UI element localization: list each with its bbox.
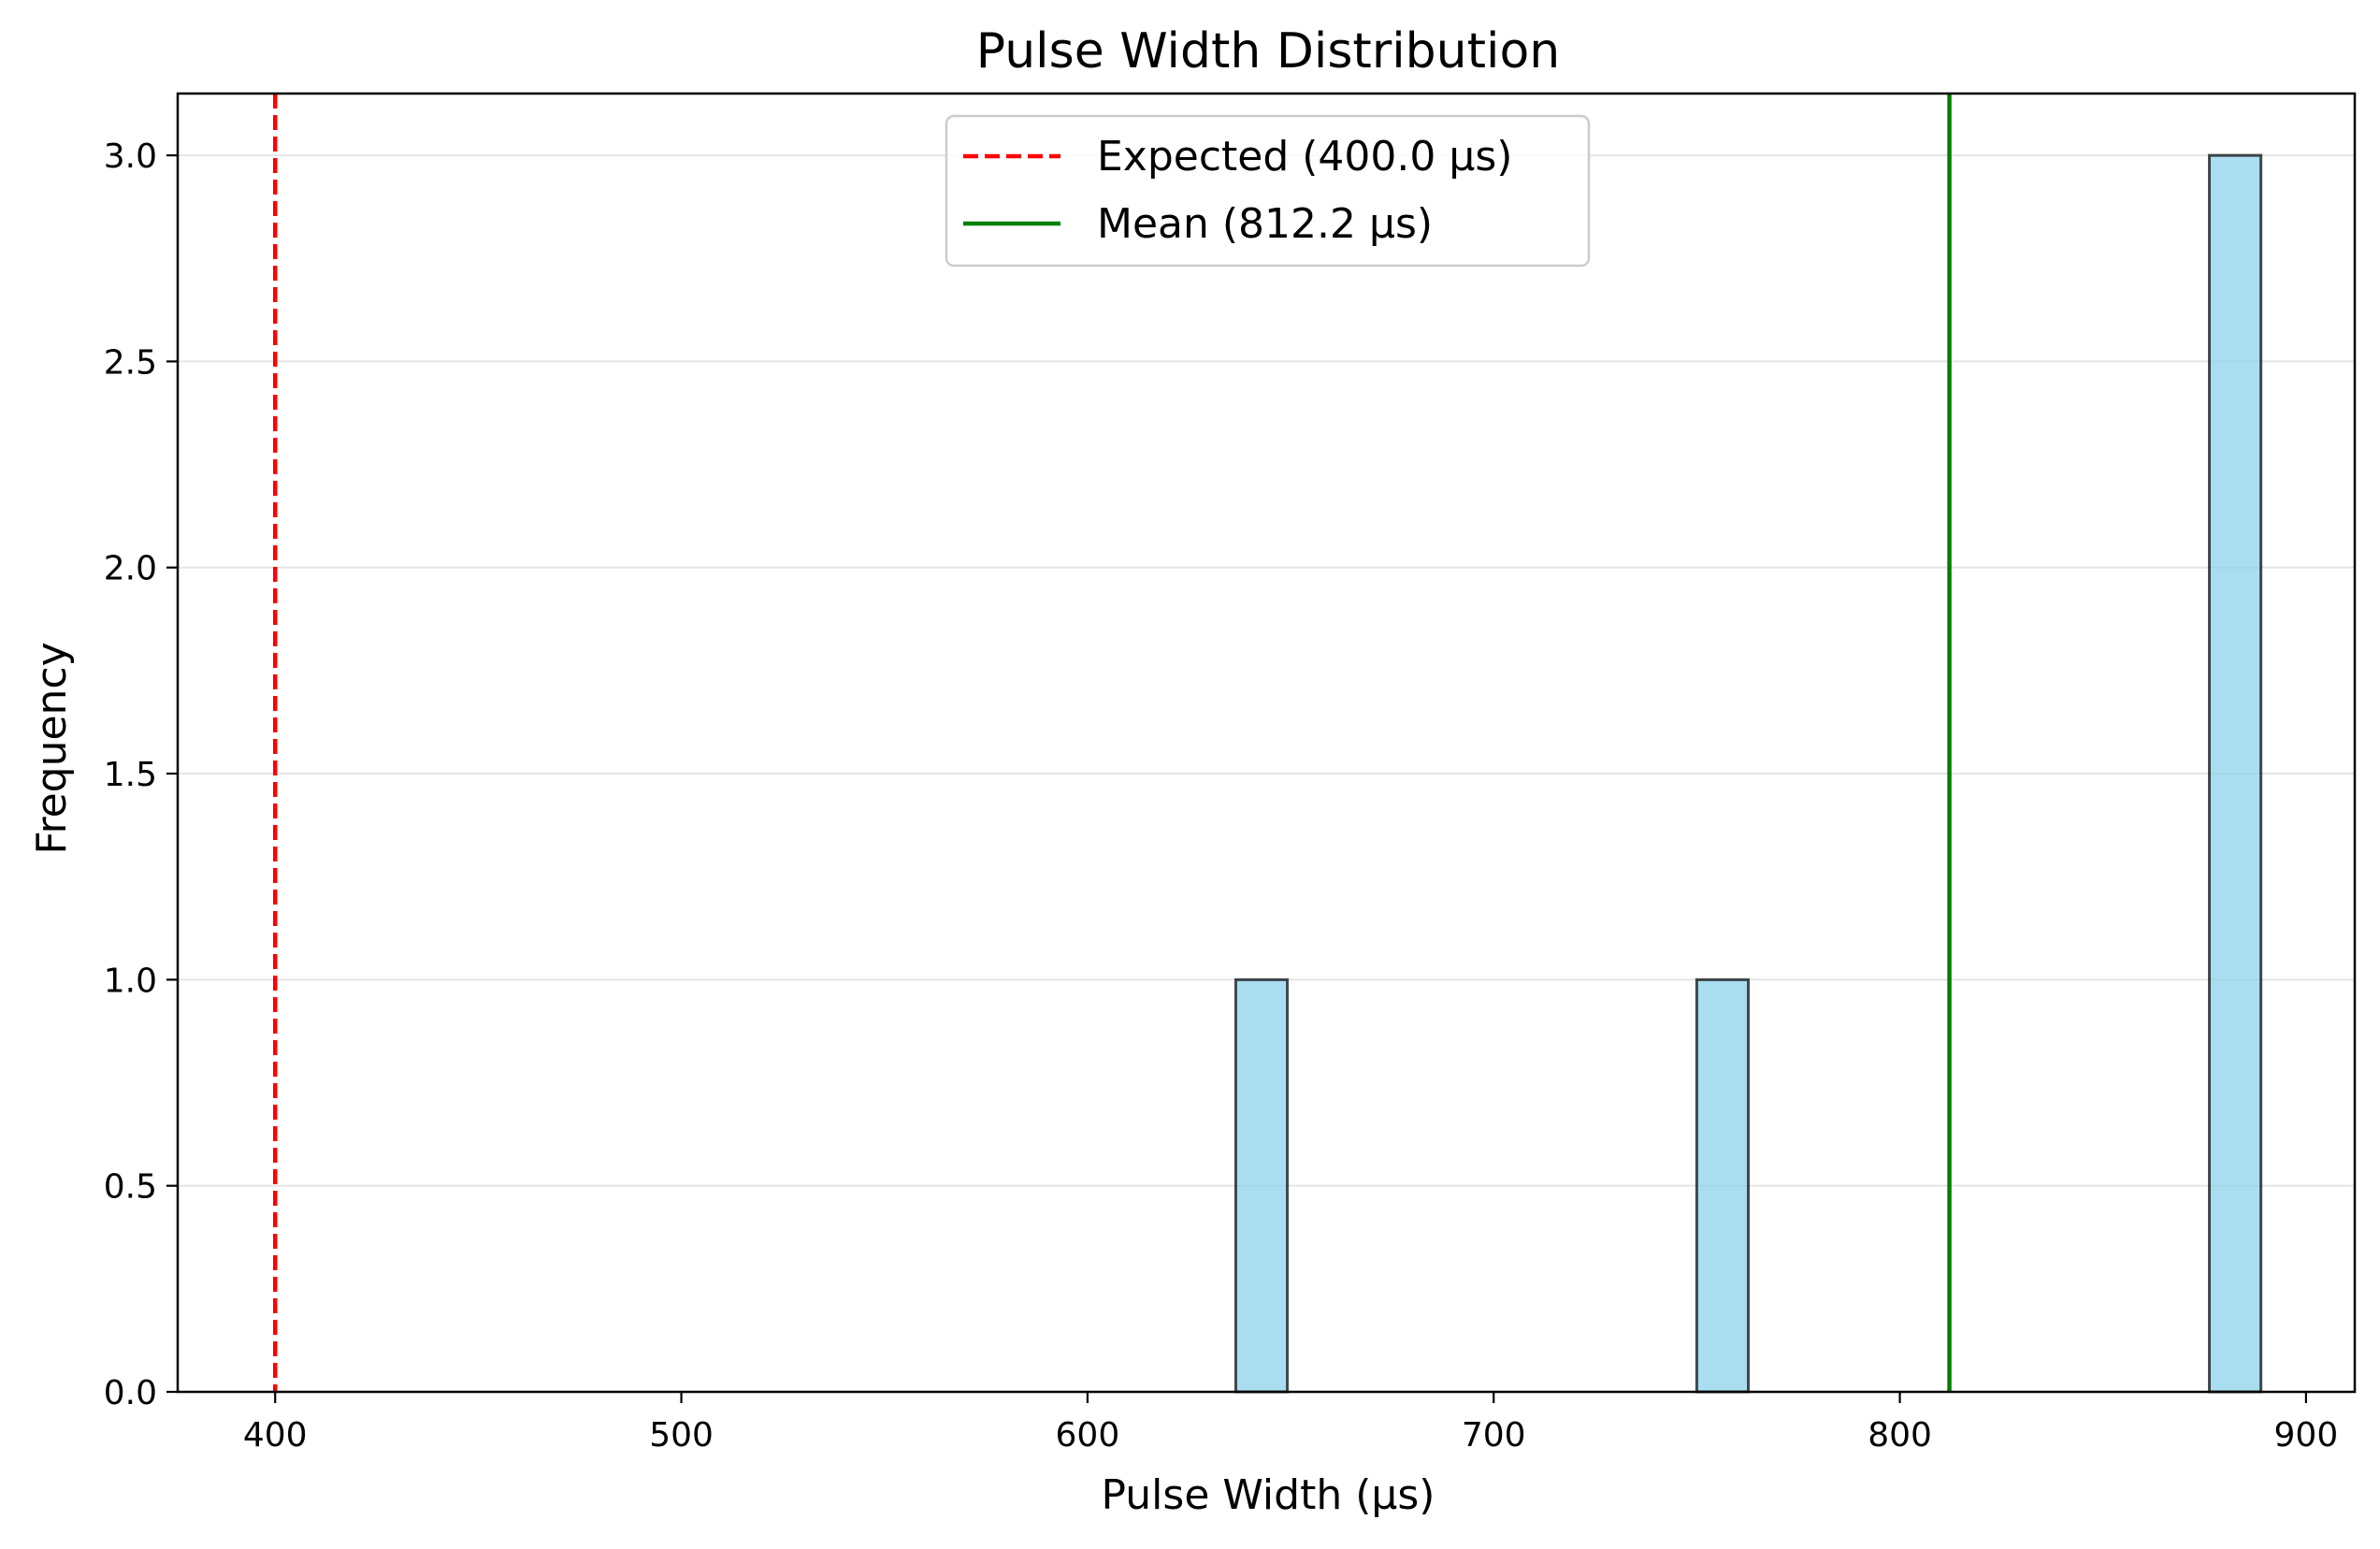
y-tick-label: 1.5 <box>104 756 157 794</box>
chart-title: Pulse Width Distribution <box>976 23 1560 80</box>
legend: Expected (400.0 μs) Mean (812.2 μs) <box>945 114 1591 268</box>
x-tick-label: 500 <box>649 1416 714 1455</box>
histogram-bar <box>2208 153 2263 1394</box>
y-tick-label: 0.5 <box>104 1168 157 1207</box>
x-tick-label: 900 <box>2274 1416 2339 1455</box>
x-tick-label: 800 <box>1868 1416 1932 1455</box>
legend-label-mean: Mean (812.2 μs) <box>1097 200 1433 248</box>
y-tick-label: 2.0 <box>104 550 157 588</box>
x-tick-label: 600 <box>1056 1416 1120 1455</box>
y-tick-label: 2.5 <box>104 343 157 382</box>
y-tick-label: 1.0 <box>104 962 157 1000</box>
y-tick-label: 0.0 <box>104 1374 157 1412</box>
x-tick-label: 700 <box>1462 1416 1526 1455</box>
ticks-layer: 0.0 0.5 1.0 1.5 2.0 2.5 3.0 400 500 600 700 800 900 <box>104 138 2339 1455</box>
legend-label-expected: Expected (400.0 μs) <box>1097 133 1512 181</box>
x-axis-label: Pulse Width (μs) <box>1102 1471 1435 1519</box>
y-tick-label: 3.0 <box>104 138 157 176</box>
x-tick-label: 400 <box>243 1416 308 1455</box>
histogram-bar <box>1695 977 1751 1394</box>
axes-frame <box>176 92 2357 1394</box>
legend-box <box>945 114 1591 268</box>
reference-lines-layer <box>272 94 1952 1392</box>
y-axis-label: Frequency <box>28 642 76 854</box>
histogram-bar <box>1233 977 1290 1394</box>
